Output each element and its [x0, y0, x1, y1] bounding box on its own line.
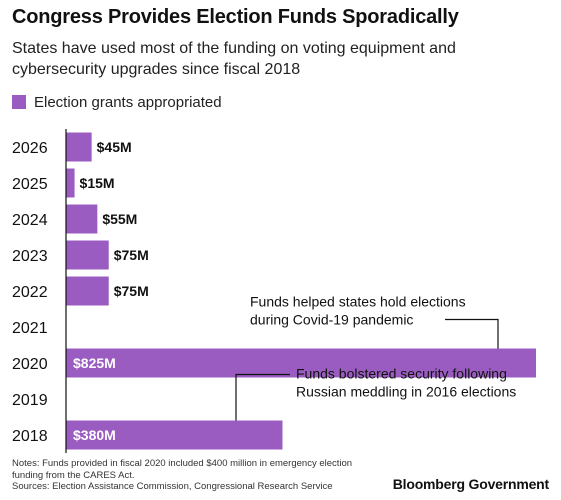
- bar: [66, 348, 536, 378]
- chart-notes: Notes: Funds provided in fiscal 2020 inc…: [12, 458, 372, 493]
- legend: Election grants appropriated: [12, 92, 222, 112]
- y-tick-label: 2022: [12, 284, 48, 301]
- bar-value-label: $75M: [114, 247, 149, 263]
- annotation-text: Funds bolstered security following: [296, 366, 507, 382]
- y-tick-label: 2021: [12, 320, 48, 337]
- y-tick-label: 2018: [12, 428, 48, 445]
- bar-value-label: $380M: [73, 427, 116, 443]
- y-tick-label: 2019: [12, 392, 48, 409]
- chart-title: Congress Provides Election Funds Sporadi…: [12, 6, 459, 28]
- bar: [66, 132, 92, 162]
- bar-value-label: $45M: [97, 139, 132, 155]
- annotation-leader-line: [445, 318, 499, 349]
- bar: [66, 240, 109, 270]
- annotation-text: Russian meddling in 2016 elections: [296, 384, 516, 400]
- bar-value-label: $75M: [114, 283, 149, 299]
- bar-value-label: $825M: [73, 355, 116, 371]
- bar: [66, 168, 75, 198]
- bar: [66, 204, 98, 234]
- legend-label: Election grants appropriated: [34, 93, 222, 111]
- bar-value-label: $15M: [80, 175, 115, 191]
- annotation-leader-line: [235, 373, 290, 421]
- annotation-text: during Covid-19 pandemic: [250, 312, 413, 328]
- y-tick-label: 2026: [12, 140, 48, 157]
- notes-text: Notes: Funds provided in fiscal 2020 inc…: [12, 458, 353, 481]
- legend-swatch: [12, 95, 26, 109]
- y-tick-label: 2024: [12, 212, 48, 229]
- bar-value-label: $55M: [102, 211, 137, 227]
- bar: [66, 420, 283, 450]
- y-tick-label: 2023: [12, 248, 48, 265]
- annotation-text: Funds helped states hold elections: [250, 294, 466, 310]
- chart-subtitle: States have used most of the funding on …: [12, 40, 456, 78]
- y-tick-label: 2025: [12, 176, 48, 193]
- y-tick-label: 2020: [12, 356, 48, 373]
- sources-text: Sources: Election Assistance Commission,…: [12, 481, 333, 492]
- brand-logo: Bloomberg Government: [392, 476, 549, 492]
- bar: [66, 276, 109, 306]
